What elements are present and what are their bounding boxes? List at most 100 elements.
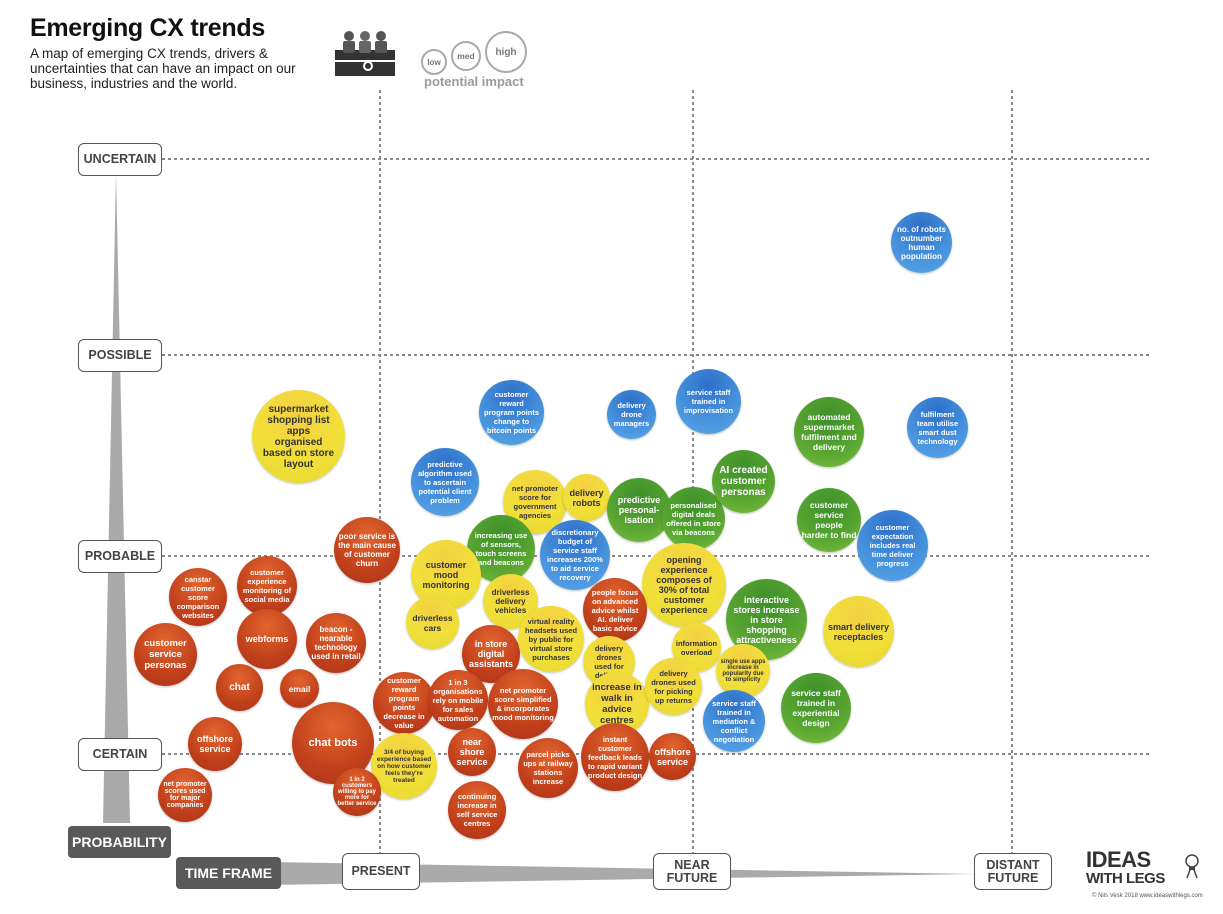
bubble-label: net promoter score simplified & incorpor… — [492, 686, 554, 722]
page-subtitle: A map of emerging CX trends, drivers & u… — [30, 46, 296, 91]
bubble: increasing use of sensors, touch screens… — [467, 515, 535, 583]
bubble: driverless cars — [406, 596, 459, 649]
bubble: near shore service — [448, 728, 496, 776]
bubble: customer expectation includes real time … — [857, 510, 928, 581]
bubble: predictive personal-isation — [607, 478, 671, 542]
bubble-label: customer expectation includes real time … — [869, 523, 916, 568]
axis-uncertain-label: UNCERTAIN — [78, 143, 162, 176]
bubble-label: chat — [229, 682, 250, 693]
bubble: fulfilment team utilise smart dust techn… — [907, 397, 968, 458]
timeframe-wedge — [270, 862, 975, 885]
bubble-label: poor service is the main cause of custom… — [338, 532, 396, 568]
bubble-label: smart delivery receptacles — [827, 621, 890, 642]
bubble-label: beacon - nearable technology used in ret… — [311, 625, 361, 661]
bubble-label: customer experience monitoring of social… — [242, 568, 292, 604]
bubble: single use apps increase in popularity d… — [716, 644, 770, 698]
brand-logo: IDEAS WITH LEGS — [1086, 847, 1165, 888]
bubble-label: fulfilment team utilise smart dust techn… — [916, 409, 959, 446]
bubble: 1 in 2 customers willing to pay more for… — [333, 768, 381, 816]
bubble-label: automated supermarket fulfilment and del… — [801, 412, 857, 452]
bubble: smart delivery receptacles — [823, 596, 894, 667]
bubble: predictive algorithm used to ascertain p… — [411, 448, 479, 516]
bubble: customer reward program points change to… — [479, 380, 544, 445]
bubble: webforms — [237, 609, 297, 669]
bubble: discretionary budget of service staff in… — [540, 520, 610, 590]
bubble-label: interactive stores increase in store sho… — [733, 594, 800, 645]
bubble: net promoter scores used for major compa… — [158, 768, 212, 822]
legend-high-circle: high — [485, 31, 527, 73]
bubble-label: virtual reality headsets used by public … — [524, 616, 578, 662]
bubble-label: chat bots — [308, 737, 358, 749]
bubble: supermarket shopping list apps organised… — [252, 390, 345, 483]
probability-wedge — [103, 172, 130, 823]
bubble-label: net promoter score for government agenci… — [511, 484, 559, 520]
axis-probable-label: PROBABLE — [78, 540, 162, 573]
bubble-label: service staff trained in improvisation — [683, 388, 734, 415]
legend-med-circle: med — [451, 41, 481, 71]
bubble-label: service staff trained in mediation & con… — [712, 698, 756, 744]
axis-near-future-label: NEAR FUTURE — [653, 853, 731, 890]
bubble-label: email — [288, 683, 311, 694]
bubble-label: offshore service — [197, 734, 233, 754]
bubble-label: webforms — [245, 634, 289, 644]
bubble: net promoter score simplified & incorpor… — [488, 669, 558, 739]
bubble-label: customer service personas — [144, 638, 187, 671]
bubble-label: 1 in 3 organisations rely on mobile for … — [432, 677, 484, 723]
bubble-label: increase in walk in advice centres — [592, 682, 642, 726]
bubble-label: predictive algorithm used to ascertain p… — [418, 459, 472, 505]
bubble: service staff trained in experiential de… — [781, 673, 851, 743]
bubble-label: customer service people harder to find — [801, 500, 857, 540]
bubble: opening experience composes of 30% of to… — [642, 543, 726, 627]
axis-distant-future-label: DISTANT FUTURE — [974, 853, 1052, 890]
bubble-label: delivery drone managers — [613, 401, 650, 428]
bubble: increase in walk in advice centres — [585, 672, 649, 736]
bubble-label: instant customer feedback leads to rapid… — [587, 734, 643, 780]
bubble: personalised digital deals offered in st… — [662, 487, 725, 550]
bubble-label: information overload — [675, 638, 718, 657]
bubble: poor service is the main cause of custom… — [334, 517, 400, 583]
bubble-label: offshore service — [654, 746, 691, 767]
bubble-label: customer mood monitoring — [422, 560, 470, 590]
bubble: instant customer feedback leads to rapid… — [581, 723, 649, 791]
timeframe-axis-title: TIME FRAME — [176, 857, 281, 889]
bubble-label: customer reward program points decrease … — [383, 676, 425, 730]
axis-present-label: PRESENT — [342, 853, 420, 890]
bubble: parcel picks ups at railway stations inc… — [518, 738, 578, 798]
credit-text: © Nils Vesk 2018 www.ideaswithlegs.com — [1092, 893, 1203, 899]
bubble-label: discretionary budget of service staff in… — [547, 528, 603, 582]
bubble-label: delivery drones used for picking up retu… — [651, 668, 696, 705]
bubble: customer service people harder to find — [797, 488, 861, 552]
bubble: customer reward program points decrease … — [373, 672, 435, 734]
bubble: chat — [216, 664, 263, 711]
probability-axis-title: PROBABILITY — [68, 826, 171, 858]
bubble-label: personalised digital deals offered in st… — [666, 500, 721, 537]
bubble-label: driverless cars — [412, 612, 453, 633]
bubble: email — [280, 669, 319, 708]
bubble: 1 in 3 organisations rely on mobile for … — [428, 670, 488, 730]
brand-line-2: WITH LEGS — [1086, 870, 1165, 887]
bubble: delivery drone managers — [607, 390, 656, 439]
bubble-label: near shore service — [456, 737, 488, 767]
brand-line-1: IDEAS — [1086, 847, 1151, 872]
axis-possible-label: POSSIBLE — [78, 339, 162, 372]
bubble-label: 1 in 2 customers willing to pay more for… — [337, 777, 377, 807]
bubble: people focus on advanced advice whilst A… — [583, 578, 647, 642]
page-title: Emerging CX trends — [30, 14, 265, 42]
bubble: delivery drones used for picking up retu… — [645, 658, 702, 715]
legend-low-circle: low — [421, 49, 447, 75]
bubble: beacon - nearable technology used in ret… — [306, 613, 366, 673]
bubble: 3/4 of buying experience based on how cu… — [371, 733, 437, 799]
bubble: customer service personas — [134, 623, 197, 686]
bubble: offshore service — [188, 717, 242, 771]
bubble-label: continuing increase in self service cent… — [456, 792, 498, 828]
bubble-label: net promoter scores used for major compa… — [163, 781, 207, 809]
bubble-label: customer reward program points change to… — [483, 390, 539, 435]
bubble: virtual reality headsets used by public … — [518, 606, 584, 672]
bubble: service staff trained in mediation & con… — [703, 690, 765, 752]
bubble-label: AI created customer personas — [719, 465, 768, 498]
bubble-label: increasing use of sensors, touch screens… — [474, 531, 528, 567]
bubble-label: predictive personal-isation — [617, 495, 661, 525]
bubble-label: driverless delivery vehicles — [491, 588, 530, 615]
axis-certain-label: CERTAIN — [78, 738, 162, 771]
bubble-label: supermarket shopping list apps organised… — [262, 403, 335, 470]
